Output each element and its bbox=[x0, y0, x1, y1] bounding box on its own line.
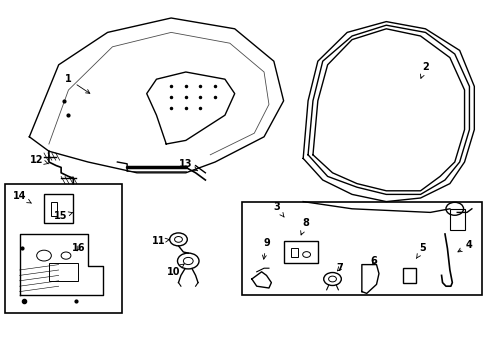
Text: 3: 3 bbox=[272, 202, 284, 217]
Text: 6: 6 bbox=[370, 256, 377, 266]
Text: 10: 10 bbox=[166, 264, 183, 277]
Text: 1: 1 bbox=[65, 74, 90, 93]
Text: 16: 16 bbox=[71, 243, 85, 253]
Text: 4: 4 bbox=[457, 240, 472, 252]
Text: 13: 13 bbox=[179, 159, 197, 171]
Text: 9: 9 bbox=[262, 238, 269, 259]
Text: 12: 12 bbox=[30, 155, 49, 165]
Text: 11: 11 bbox=[152, 236, 169, 246]
Bar bbox=[44, 194, 73, 223]
Bar bbox=[5, 184, 122, 313]
Bar bbox=[242, 202, 481, 295]
Text: 5: 5 bbox=[415, 243, 426, 258]
Bar bbox=[403, 268, 415, 283]
Bar bbox=[290, 248, 297, 257]
Bar bbox=[49, 263, 78, 281]
Text: 14: 14 bbox=[13, 191, 31, 203]
Text: 15: 15 bbox=[54, 211, 73, 221]
Bar bbox=[283, 241, 317, 263]
Text: 7: 7 bbox=[336, 263, 343, 273]
Text: 8: 8 bbox=[300, 218, 308, 235]
Text: 2: 2 bbox=[420, 62, 428, 78]
Bar bbox=[51, 202, 57, 216]
Bar bbox=[449, 209, 464, 230]
